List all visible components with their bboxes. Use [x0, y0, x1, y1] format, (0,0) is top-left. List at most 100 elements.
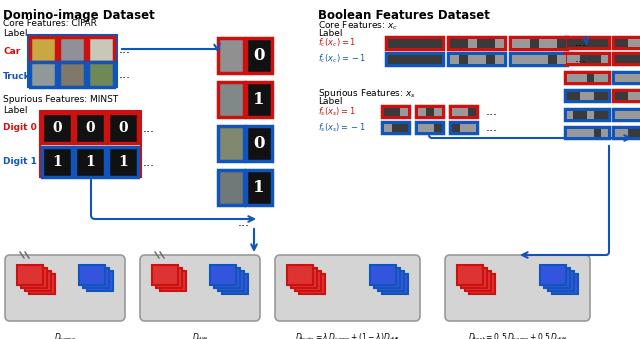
Bar: [424, 39, 433, 47]
Bar: [613, 53, 640, 64]
Bar: [460, 107, 467, 116]
Bar: [87, 271, 113, 291]
Text: ...: ...: [143, 156, 155, 168]
Bar: [547, 39, 557, 47]
Text: Truck: Truck: [3, 72, 31, 81]
Bar: [587, 39, 594, 46]
Bar: [601, 55, 607, 62]
Bar: [451, 107, 460, 116]
Bar: [406, 55, 415, 63]
Text: Digit 0: Digit 0: [3, 123, 36, 133]
Bar: [218, 170, 244, 205]
Text: ...: ...: [486, 121, 498, 134]
Bar: [83, 268, 109, 288]
Bar: [565, 127, 609, 138]
Bar: [29, 274, 55, 294]
Bar: [449, 39, 458, 47]
Bar: [448, 37, 505, 49]
Bar: [566, 111, 573, 119]
Bar: [613, 109, 640, 120]
Bar: [246, 38, 272, 73]
Bar: [467, 123, 476, 132]
Bar: [614, 74, 628, 81]
Bar: [426, 107, 433, 116]
Bar: [218, 126, 244, 161]
Bar: [594, 39, 601, 46]
Bar: [433, 107, 442, 116]
Bar: [42, 113, 72, 143]
Bar: [486, 55, 495, 63]
Bar: [246, 126, 272, 161]
Bar: [218, 82, 244, 117]
Text: 1: 1: [52, 155, 62, 169]
Text: 0: 0: [118, 121, 128, 135]
Text: $D_{\mathrm{diff}}$: $D_{\mathrm{diff}}$: [191, 332, 209, 339]
Bar: [573, 92, 580, 100]
Bar: [628, 111, 640, 119]
Bar: [594, 74, 601, 81]
Bar: [614, 55, 628, 62]
Bar: [580, 39, 587, 46]
Bar: [461, 268, 487, 288]
Text: ...: ...: [575, 37, 587, 49]
Bar: [387, 55, 397, 63]
Bar: [538, 39, 547, 47]
Text: Digit 1: Digit 1: [3, 158, 37, 166]
Bar: [601, 111, 607, 119]
Bar: [416, 106, 443, 117]
Bar: [399, 107, 408, 116]
Bar: [548, 271, 574, 291]
Text: $f_s(x_s)=1$: $f_s(x_s)=1$: [318, 105, 356, 118]
Bar: [529, 39, 538, 47]
Text: Label: Label: [318, 29, 342, 38]
Bar: [587, 128, 594, 137]
Bar: [59, 62, 85, 87]
Bar: [495, 55, 504, 63]
Text: 0: 0: [52, 121, 62, 135]
Bar: [299, 274, 325, 294]
Bar: [383, 123, 392, 132]
Bar: [218, 271, 244, 291]
Bar: [613, 90, 640, 101]
Bar: [160, 271, 186, 291]
Bar: [387, 39, 397, 47]
Bar: [565, 53, 609, 64]
Bar: [601, 128, 607, 137]
Bar: [152, 265, 178, 285]
Bar: [628, 128, 640, 137]
Bar: [457, 265, 483, 285]
Bar: [613, 72, 640, 83]
Text: Spurious Features: MINST: Spurious Features: MINST: [3, 95, 118, 104]
Bar: [382, 122, 409, 133]
Text: ...: ...: [575, 53, 587, 65]
Bar: [397, 55, 406, 63]
Text: ...: ...: [238, 216, 250, 229]
Bar: [538, 55, 547, 63]
Text: Core Features: $x_c$: Core Features: $x_c$: [318, 19, 398, 32]
Bar: [433, 39, 442, 47]
Text: Label: Label: [318, 97, 342, 106]
Bar: [573, 55, 580, 62]
Bar: [566, 55, 573, 62]
Bar: [614, 128, 628, 137]
Bar: [614, 39, 628, 46]
Bar: [386, 53, 443, 65]
Text: ...: ...: [119, 68, 131, 81]
Bar: [587, 55, 594, 62]
Bar: [510, 53, 567, 65]
Bar: [210, 265, 236, 285]
Bar: [520, 39, 529, 47]
Bar: [59, 37, 85, 62]
Bar: [580, 74, 587, 81]
Bar: [415, 39, 424, 47]
Bar: [557, 39, 566, 47]
Bar: [613, 37, 640, 48]
Bar: [406, 39, 415, 47]
Bar: [511, 55, 520, 63]
Bar: [573, 74, 580, 81]
Bar: [417, 123, 426, 132]
FancyBboxPatch shape: [140, 255, 260, 321]
Bar: [214, 268, 240, 288]
Bar: [566, 39, 573, 46]
Text: 0: 0: [253, 135, 265, 152]
